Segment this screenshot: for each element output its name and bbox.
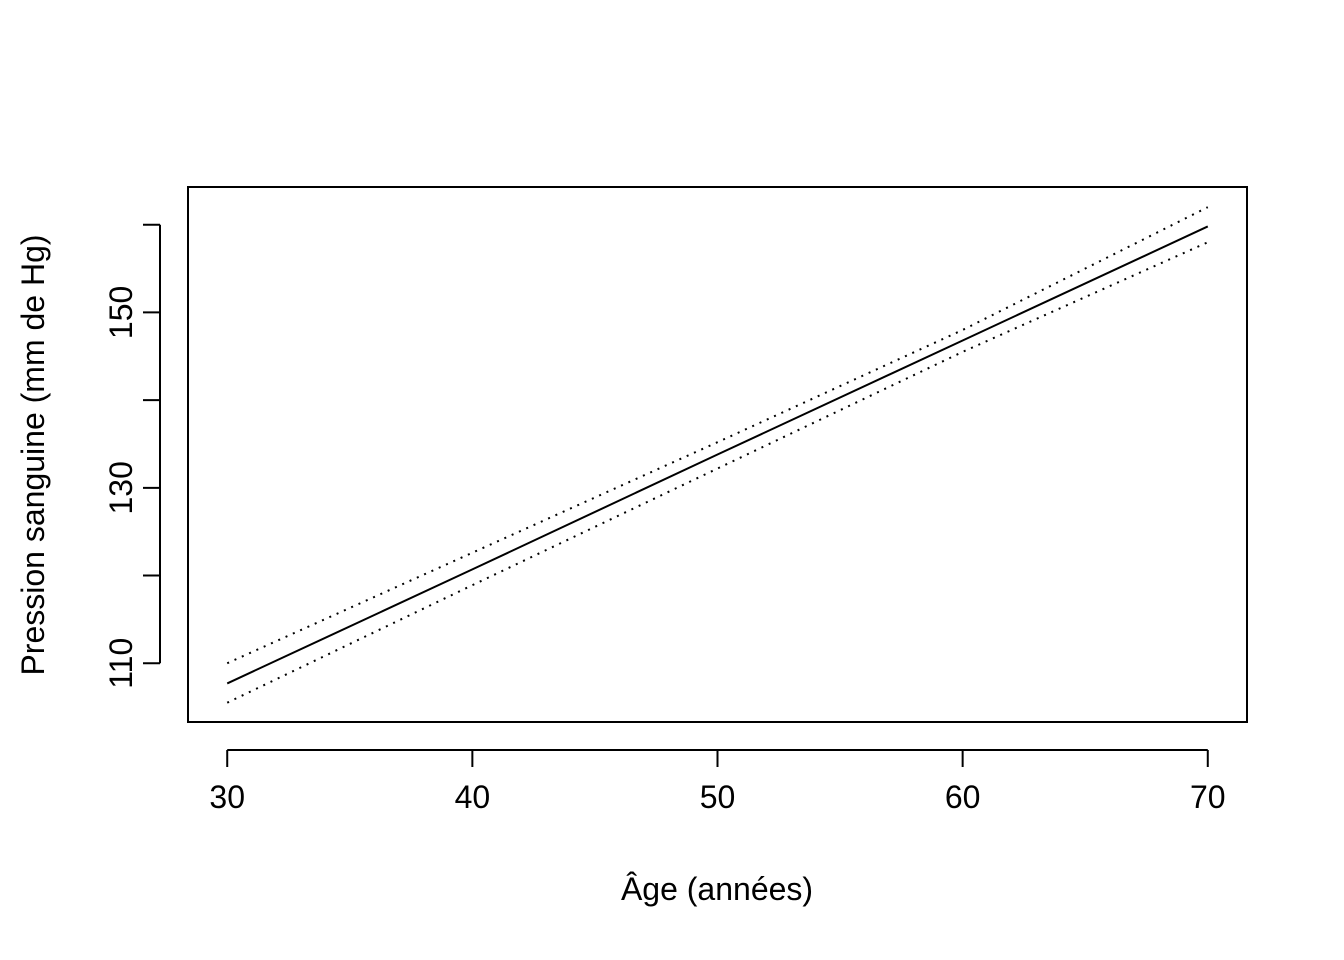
plot-frame — [187, 186, 1248, 723]
y-tick-label: 130 — [103, 461, 139, 514]
series-line — [226, 241, 1209, 704]
x-tick-label: 60 — [945, 779, 981, 815]
series-line — [226, 206, 1209, 665]
x-tick-label: 40 — [455, 779, 491, 815]
x-axis-label: Âge (années) — [621, 871, 813, 907]
x-tick-label: 70 — [1190, 779, 1226, 815]
x-tick-label: 30 — [209, 779, 245, 815]
y-tick-label: 150 — [103, 286, 139, 339]
series-line — [226, 225, 1209, 685]
y-tick-label: 110 — [103, 638, 139, 689]
y-axis-label: Pression sanguine (mm de Hg) — [15, 234, 51, 675]
x-tick-label: 50 — [700, 779, 736, 815]
